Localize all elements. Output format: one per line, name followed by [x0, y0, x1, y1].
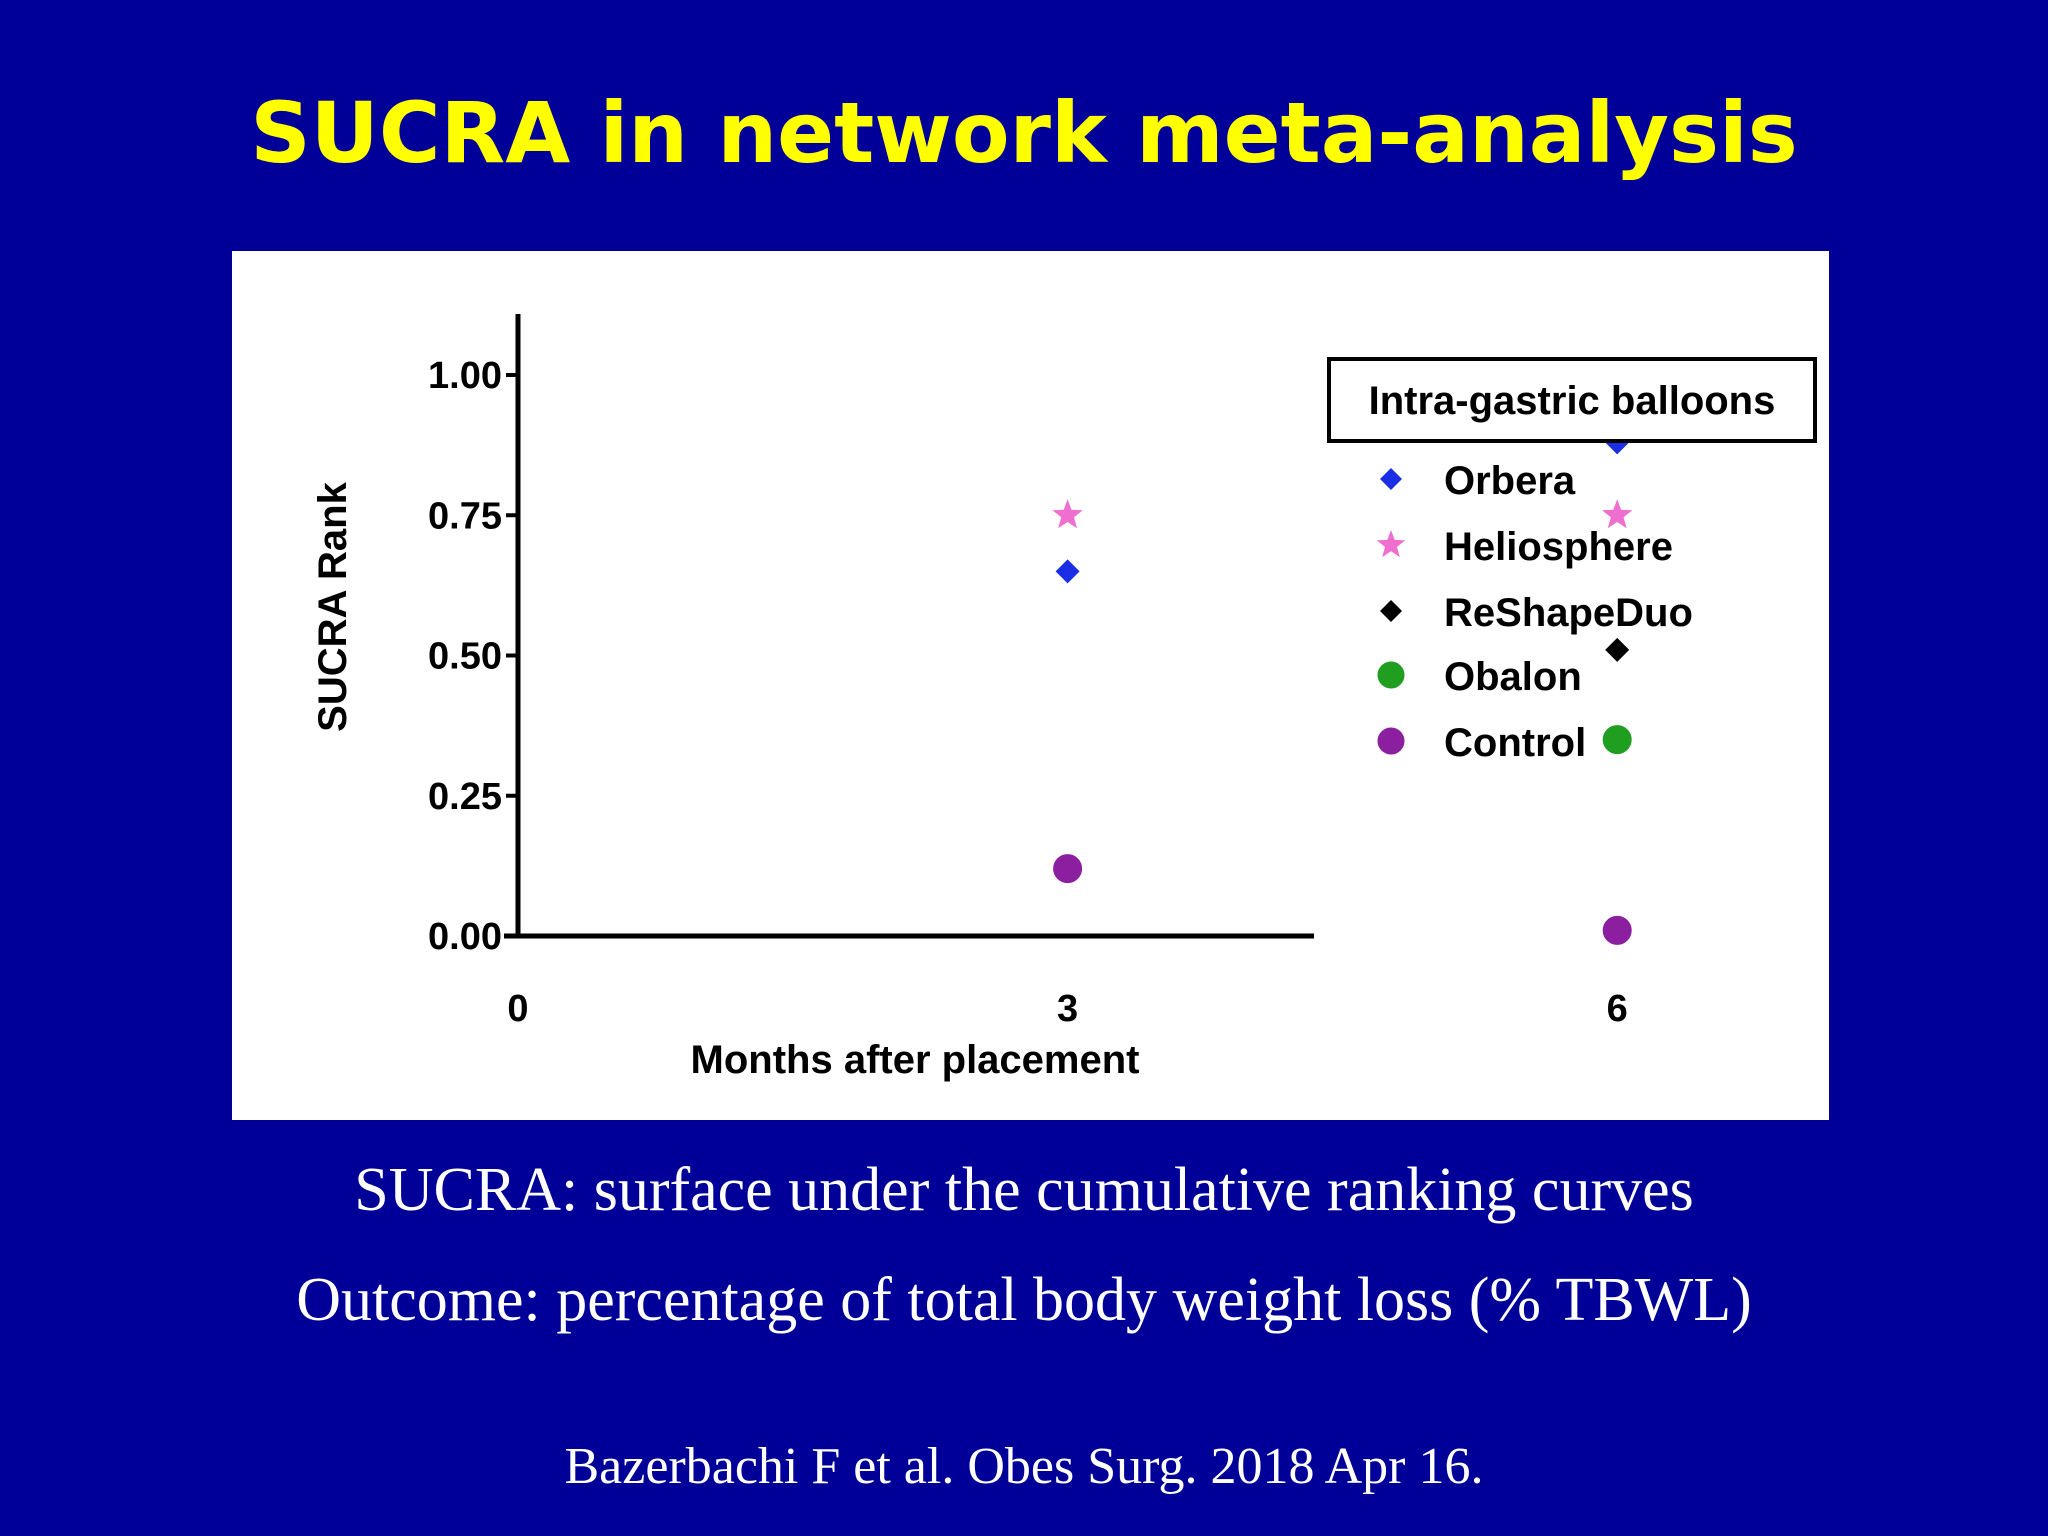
scatter-chart: 0.000.250.500.751.00036912Months after p… — [311, 314, 1817, 1082]
chart-panel: 0.000.250.500.751.00036912Months after p… — [232, 251, 1829, 1120]
legend-title: Intra-gastric balloons — [1369, 379, 1776, 423]
orbera-point — [1055, 559, 1080, 584]
legend-label-control: Control — [1444, 721, 1586, 765]
y-tick-label: 1.00 — [428, 355, 502, 397]
y-axis-label: SUCRA Rank — [311, 481, 355, 731]
legend-label-obalon: Obalon — [1444, 655, 1582, 699]
legend-marker-obalon — [1377, 661, 1405, 689]
y-tick-label: 0.50 — [428, 636, 502, 678]
y-tick-label: 0.00 — [428, 916, 502, 958]
reshapeduo-point — [1605, 637, 1630, 662]
legend-marker-reshapeduo — [1380, 600, 1402, 622]
y-tick-label: 0.75 — [428, 495, 502, 537]
legend-label-heliosphere: Heliosphere — [1444, 525, 1673, 569]
y-tick-label: 0.25 — [428, 776, 502, 818]
control-point — [1602, 915, 1632, 945]
legend-marker-orbera — [1380, 468, 1402, 490]
x-tick-label: 0 — [507, 988, 528, 1030]
legend-label-reshapeduo: ReShapeDuo — [1444, 591, 1693, 635]
x-axis-label: Months after placement — [691, 1038, 1140, 1082]
citation: Bazerbachi F et al. Obes Surg. 2018 Apr … — [564, 1438, 1484, 1495]
legend-marker-control — [1377, 727, 1405, 755]
legend-marker-heliosphere — [1376, 530, 1406, 558]
sucra-definition: SUCRA: surface under the cumulative rank… — [354, 1156, 1694, 1224]
slide-title: SUCRA in network meta-analysis — [250, 84, 1798, 182]
outcome-definition: Outcome: percentage of total body weight… — [296, 1266, 1752, 1334]
control-point — [1053, 854, 1083, 884]
x-tick-label: 3 — [1057, 988, 1078, 1030]
legend-box — [1327, 357, 1817, 443]
legend-label-orbera: Orbera — [1444, 459, 1576, 503]
heliosphere-point — [1052, 499, 1083, 529]
heliosphere-point — [1602, 499, 1633, 529]
x-tick-label: 6 — [1607, 988, 1628, 1030]
obalon-point — [1602, 725, 1632, 755]
